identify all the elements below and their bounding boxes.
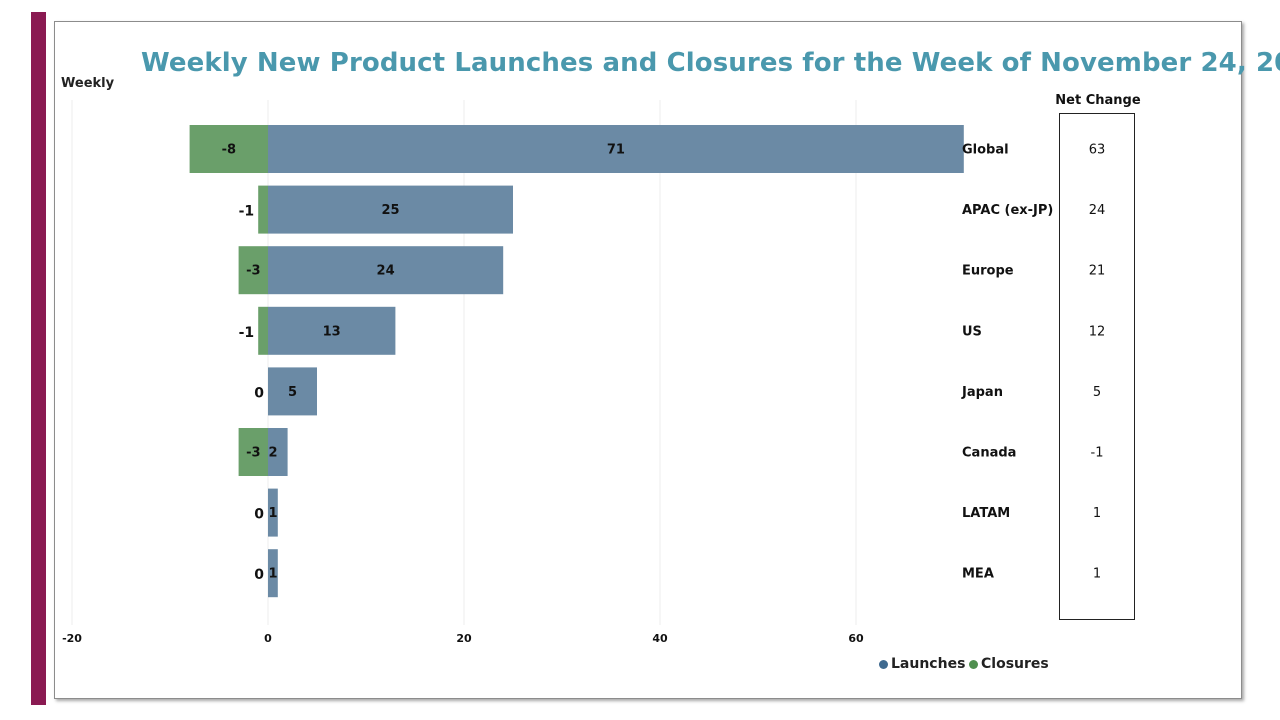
closures-value-label: 0 xyxy=(254,385,264,401)
net-change-value: 24 xyxy=(1089,203,1106,218)
net-change-value: 1 xyxy=(1093,506,1101,521)
launches-bar xyxy=(268,246,504,295)
closures-bar xyxy=(189,125,268,173)
closures-value-label: -3 xyxy=(246,446,260,461)
y-axis-label: Weekly xyxy=(61,76,115,91)
net-change-value: 21 xyxy=(1089,264,1106,279)
category-label: Europe xyxy=(962,264,1014,279)
legend-closures[interactable]: Closures xyxy=(969,656,1049,672)
launches-value-label: 1 xyxy=(268,567,277,582)
net-change-value: 5 xyxy=(1093,385,1101,400)
net-change-value: 12 xyxy=(1089,324,1106,339)
closures-value-label: -1 xyxy=(239,204,255,220)
legend-launches-label: Launches xyxy=(891,656,966,672)
category-label: Canada xyxy=(962,446,1016,461)
net-change-value: -1 xyxy=(1091,446,1104,461)
category-label: APAC (ex-JP) xyxy=(962,203,1053,218)
launches-bar xyxy=(268,185,513,234)
x-tick-label: 0 xyxy=(264,632,272,645)
x-tick-label: 20 xyxy=(456,632,472,645)
chart-title: Weekly New Product Launches and Closures… xyxy=(141,48,1280,78)
launches-value-label: 25 xyxy=(381,203,399,218)
net-change-box xyxy=(1059,113,1135,620)
launches-bar xyxy=(268,488,278,537)
launches-value-label: 5 xyxy=(288,385,297,400)
category-label: US xyxy=(962,324,982,339)
launches-bar xyxy=(268,367,317,416)
closures-bar xyxy=(258,185,268,234)
launches-value-label: 71 xyxy=(607,143,625,158)
x-tick-label: 60 xyxy=(848,632,864,645)
closures-value-label: -8 xyxy=(222,143,236,158)
closures-value-label: 0 xyxy=(254,567,264,583)
launches-value-label: 24 xyxy=(377,264,395,279)
net-change-value: 63 xyxy=(1089,143,1106,158)
launches-bar xyxy=(268,125,964,173)
legend-launches[interactable]: Launches xyxy=(879,656,965,672)
launches-value-label: 13 xyxy=(323,324,341,339)
category-label: LATAM xyxy=(962,506,1010,521)
category-label: Japan xyxy=(961,385,1003,400)
net-change-value: 1 xyxy=(1093,567,1101,582)
x-tick-label: -20 xyxy=(62,632,82,645)
net-change-header: Net Change xyxy=(1055,93,1141,108)
launches-bar xyxy=(268,549,278,598)
closures-swatch xyxy=(969,659,978,669)
legend-closures-label: Closures xyxy=(981,656,1049,672)
launches-bar xyxy=(268,306,396,355)
closures-value-label: -1 xyxy=(239,325,255,341)
launches-swatch xyxy=(879,659,888,669)
accent-bar xyxy=(31,12,46,705)
launches-value-label: 1 xyxy=(268,506,277,521)
closures-bar xyxy=(258,306,268,355)
category-label: MEA xyxy=(962,567,994,582)
closures-value-label: 0 xyxy=(254,507,264,523)
closures-value-label: -3 xyxy=(246,264,260,279)
closures-bar xyxy=(238,246,268,295)
closures-bar xyxy=(238,428,268,476)
category-label: Global xyxy=(962,143,1009,158)
x-tick-label: 40 xyxy=(652,632,668,645)
launches-value-label: 2 xyxy=(268,446,277,461)
launches-bar xyxy=(268,428,288,476)
